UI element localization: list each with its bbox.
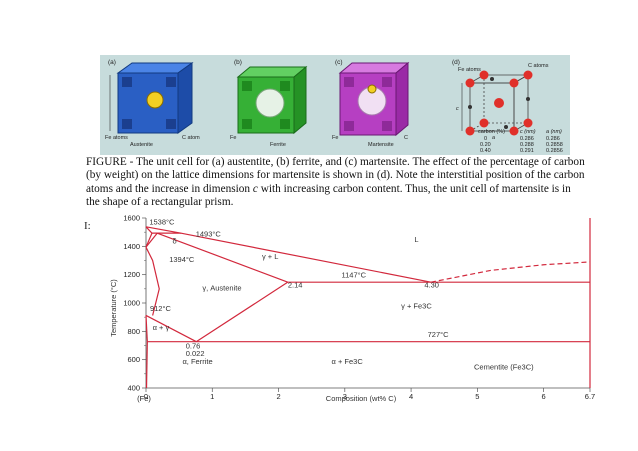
x-tick-label: 4 <box>409 392 413 401</box>
x-tick-label: 6.7 <box>585 392 595 401</box>
figure-caption: FIGURE - The unit cell for (a) austentit… <box>86 156 586 210</box>
phase-annotation: α, Ferrite <box>182 357 212 366</box>
dashed-boundary <box>430 261 591 283</box>
x-tick-label: 1 <box>210 392 214 401</box>
unit-cell-figure: (a) (b) (c) (d) Fe atoms Austenite C ato… <box>100 55 570 155</box>
panel-a-letter: (a) <box>108 59 116 66</box>
caption-c-symbol: c <box>252 182 258 195</box>
phase-annotation: 4.30 <box>424 280 439 289</box>
phase-boundary <box>196 281 289 343</box>
y-axis-label: Temperature (°C) <box>110 279 118 337</box>
table-cell: 0.288 <box>520 142 534 148</box>
phase-boundary <box>145 226 153 234</box>
martensite-cell <box>338 61 410 137</box>
carbon-lattice-table: carbon (%) c (nm) a (nm) 0 0.286 0.286 0… <box>478 129 563 154</box>
x-origin-label: (Fe) <box>137 394 151 403</box>
panel-d-letter: (d) <box>452 59 460 66</box>
y-tick-label: 600 <box>127 355 140 364</box>
x-tick-label: 3 <box>343 392 347 401</box>
table-header: c (nm) <box>520 129 536 135</box>
ferrite-name: Ferrite <box>270 142 286 148</box>
y-tick-label: 1600 <box>123 214 140 223</box>
y-tick-label: 1000 <box>123 299 140 308</box>
table-header: carbon (%) <box>478 129 505 135</box>
table-cell: 0.286 <box>546 136 560 142</box>
phase-annotation: 1538°C <box>149 217 175 226</box>
y-tick-label: 1200 <box>123 270 140 279</box>
table-cell: 0 <box>484 136 487 142</box>
lattice-fe-label: Fe atoms <box>458 67 481 73</box>
phase-annotation: Cementite (Fe3C) <box>474 363 534 372</box>
phase-annotation: γ + L <box>262 252 278 261</box>
martensite-c-label: C <box>404 135 408 141</box>
phase-annotation: 1394°C <box>169 255 195 264</box>
phase-annotation: 727°C <box>428 330 450 339</box>
lattice-atoms <box>465 70 533 136</box>
martensite-fe-label: Fe <box>332 135 338 141</box>
phase-annotations: 1538°C 1493°C δ 1394°C γ + L L 1147°C 2.14 4.30 γ… <box>149 217 534 371</box>
x-tick-label: 2 <box>276 392 280 401</box>
phase-boundary <box>157 232 289 283</box>
phase-annotation: 0.76 <box>186 341 201 350</box>
table-header: a (nm) <box>546 129 562 135</box>
phase-boundary <box>145 315 148 342</box>
phase-annotation: 912°C <box>150 304 172 313</box>
phase-boundary <box>145 232 158 248</box>
y-tick-label: 800 <box>127 327 140 336</box>
ferrite-cell <box>236 65 308 135</box>
martensite-name: Martensite <box>368 142 394 148</box>
table-cell: 0.286 <box>520 136 534 142</box>
x-tick-label: 6 <box>542 392 546 401</box>
panel-c-letter: (c) <box>335 59 343 66</box>
table-cell: 0.2858 <box>546 142 563 148</box>
iron-carbon-phase-diagram: 400 600 800 1000 1200 1400 1600 0 1 2 3 4 5 6 6.7 1538… <box>110 214 595 404</box>
phase-annotation: α + Fe3C <box>332 357 364 366</box>
x-axis-label: Composition (wt% C) <box>326 394 397 403</box>
phase-boundary <box>145 246 160 316</box>
austenite-fe-label: Fe atoms <box>105 135 128 141</box>
phase-annotation: 1147°C <box>341 271 366 280</box>
phase-boundary <box>145 232 153 248</box>
caption-part-2: with increasing carbon content. Thus, th… <box>86 182 571 209</box>
dim-a-label: a <box>492 135 495 141</box>
phase-boundary <box>145 341 148 389</box>
x-tick-label: 0 <box>144 392 148 401</box>
austenite-c-label: C atom <box>182 135 200 141</box>
phase-annotation: 1493°C <box>196 229 222 238</box>
phase-annotation: α + γ <box>153 323 170 332</box>
table-cell: 0.20 <box>480 142 491 148</box>
caption-part-1: FIGURE - The unit cell for (a) austentit… <box>86 156 585 195</box>
phase-lines <box>145 218 591 389</box>
y-tick-label: 400 <box>127 384 140 393</box>
phase-annotation: L <box>414 235 418 244</box>
phase-annotation: γ, Austenite <box>202 283 241 292</box>
phase-annotation: δ <box>173 237 177 246</box>
table-cell: 0.291 <box>520 148 534 154</box>
side-mark: I: <box>84 220 91 232</box>
austenite-name: Austenite <box>130 142 153 148</box>
panel-b-letter: (b) <box>234 59 242 66</box>
dim-c-label: c <box>456 106 459 112</box>
table-cell: 0.40 <box>480 148 491 154</box>
phase-annotation: γ + Fe3C <box>401 302 432 311</box>
austenite-cell <box>109 62 194 134</box>
table-cell: 0.2856 <box>546 148 563 154</box>
ferrite-fe-label: Fe <box>230 135 236 141</box>
phase-boundary <box>145 314 197 343</box>
lattice-c-label: C atoms <box>528 63 549 69</box>
y-tick-label: 1400 <box>123 242 140 251</box>
phase-annotation: 2.14 <box>288 280 303 289</box>
phase-annotation: 0.022 <box>186 349 205 358</box>
axes: 400 600 800 1000 1200 1400 1600 0 1 2 3 4 5 6 6.7 <box>123 214 595 402</box>
x-tick-label: 5 <box>475 392 479 401</box>
